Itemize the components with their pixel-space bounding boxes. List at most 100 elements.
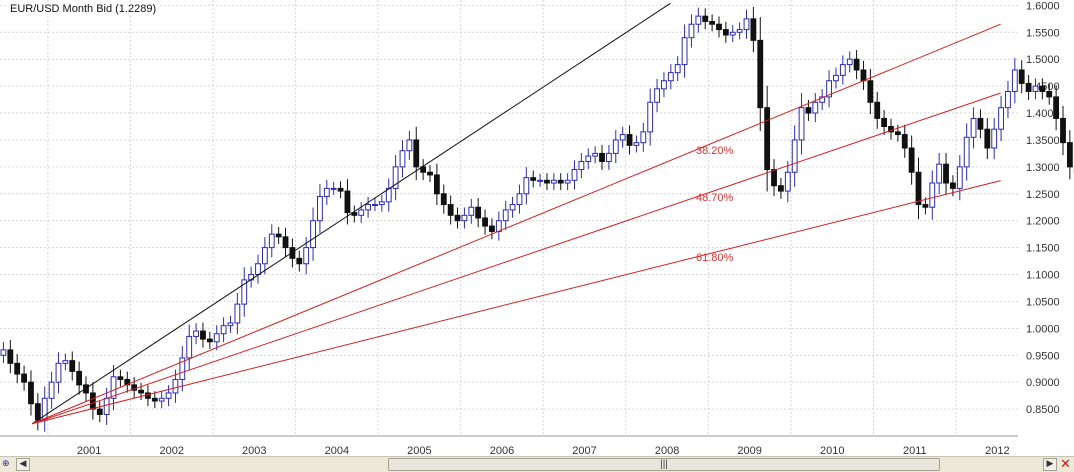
candle-body [282, 236, 289, 249]
candle-body [165, 392, 172, 399]
candle-body [420, 166, 427, 173]
candle-body [447, 204, 454, 216]
fib-labels: 38.20% 48.70% 61.80% [696, 145, 734, 264]
candle-body [530, 177, 537, 181]
fib-level-label: 38.20% [696, 145, 734, 157]
candle-body [571, 169, 578, 181]
candle-body [702, 15, 709, 23]
fan-line [32, 92, 1001, 425]
scroll-left-button[interactable]: ◀ [16, 458, 30, 471]
candle-body [103, 397, 110, 415]
candle-body [158, 397, 165, 402]
candle-body [612, 139, 619, 154]
candle-body [874, 101, 881, 119]
candle-body [695, 15, 702, 25]
candle-body [1018, 69, 1025, 84]
candle-body [1046, 91, 1053, 98]
candle-body [351, 212, 358, 216]
scroll-right-button[interactable]: ▶ [1043, 458, 1057, 471]
fan-lines [31, 2, 1001, 425]
candle-body [833, 74, 839, 82]
candle-body [1039, 85, 1046, 93]
candle-body [509, 204, 516, 211]
candle-body [220, 325, 227, 335]
candle-body [977, 117, 984, 130]
candle-body [275, 233, 282, 238]
y-tick-label: 0.8500 [1026, 404, 1060, 416]
candle-body [406, 139, 413, 152]
candle-body [674, 64, 681, 74]
candle-body [7, 349, 14, 364]
x-tick-label: 2008 [655, 445, 679, 457]
candle-body [62, 360, 69, 364]
candle-body [661, 80, 667, 90]
candle-body [688, 23, 695, 39]
horizontal-scrollbar[interactable]: ⊕ ◀ ||| ▶ ✕ [0, 456, 1074, 472]
candle-body [784, 171, 791, 192]
axes: 1.60001.55001.50001.45001.40001.35001.30… [0, 0, 1060, 457]
candle-body [1005, 91, 1011, 109]
candles [0, 6, 1074, 432]
close-icon[interactable]: ✕ [1060, 457, 1071, 472]
candle-body [399, 150, 406, 168]
candle-body [489, 225, 495, 232]
candle-body [48, 381, 55, 399]
candle-body [860, 69, 867, 82]
candle-body [757, 39, 764, 109]
candle-body [998, 107, 1004, 130]
candle-body [83, 384, 89, 394]
x-tick-label: 2009 [737, 445, 761, 457]
candle-body [372, 204, 378, 207]
candle-body [908, 147, 915, 173]
candle-body [681, 37, 688, 66]
candle-body [213, 333, 220, 343]
candle-body [261, 247, 268, 265]
candle-body [716, 23, 722, 31]
x-tick-label: 2006 [490, 445, 514, 457]
candle-body [585, 155, 592, 162]
candle-body [28, 381, 34, 405]
scrollbar-thumb[interactable]: ||| [388, 458, 940, 471]
candle-body [805, 107, 812, 114]
candle-body [722, 29, 729, 36]
candle-body [378, 201, 385, 206]
candle-body [819, 96, 826, 103]
candle-body [537, 179, 544, 182]
fan-line [32, 23, 1001, 425]
x-tick-label: 2010 [820, 445, 844, 457]
candle-body [365, 204, 372, 211]
candle-body [963, 136, 970, 168]
candle-body [633, 142, 640, 146]
candle-body [392, 166, 399, 189]
candle-body [1011, 69, 1018, 93]
y-tick-label: 1.6000 [1026, 0, 1060, 12]
candle-body [523, 177, 530, 195]
x-tick-label: 2002 [159, 445, 183, 457]
candle-body [984, 128, 991, 149]
fib-level-label: 48.70% [696, 192, 734, 204]
candle-body [626, 134, 633, 146]
candle-body [956, 166, 963, 189]
y-tick-label: 1.1500 [1026, 243, 1060, 255]
plot-background [0, 0, 1074, 456]
candle-body [482, 217, 488, 227]
candle-body [96, 408, 103, 415]
candle-body [1032, 85, 1039, 93]
candle-body [1066, 142, 1073, 168]
candle-body [110, 376, 117, 399]
candle-body [241, 279, 248, 305]
candle-body [1053, 96, 1060, 119]
x-tick-label: 2005 [407, 445, 431, 457]
candle-body [936, 163, 943, 184]
candle-body [901, 134, 908, 149]
magnifier-icon[interactable]: ⊕ [2, 459, 10, 469]
candle-body [667, 72, 674, 82]
x-tick-label: 2003 [242, 445, 266, 457]
y-tick-label: 1.3500 [1026, 135, 1060, 147]
chart-title: EUR/USD Month Bid (1.2289) [8, 3, 159, 15]
candle-body [0, 349, 7, 356]
candle-body [970, 117, 977, 138]
candle-body [344, 190, 351, 214]
candle-body [881, 117, 888, 127]
candle-body [21, 373, 27, 383]
